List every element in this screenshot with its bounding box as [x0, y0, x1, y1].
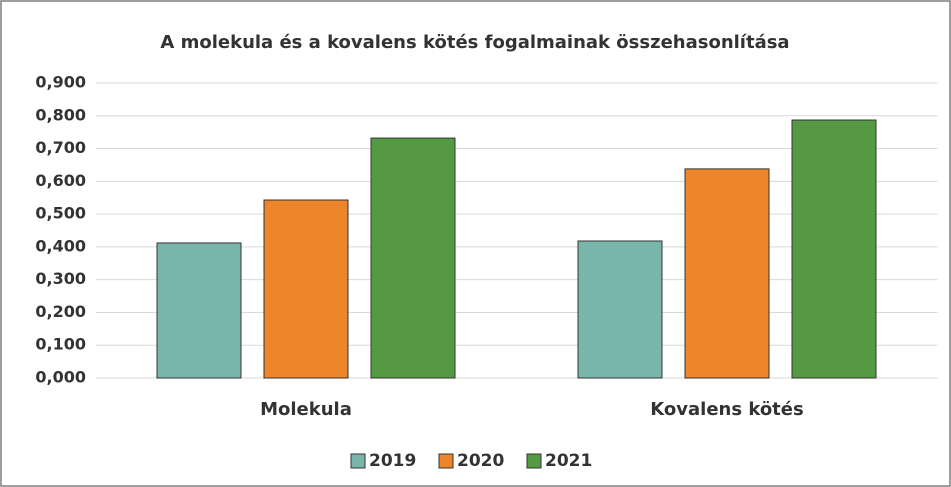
y-tick-label: 0,100 [35, 335, 86, 354]
legend-label: 2021 [545, 451, 592, 471]
y-tick-label: 0,500 [35, 204, 86, 223]
legend-swatch [350, 453, 366, 469]
y-tick-label: 0,800 [35, 105, 86, 124]
y-tick-label: 0,600 [35, 171, 86, 190]
y-tick-label: 0,700 [35, 138, 86, 157]
legend-swatch [526, 453, 542, 469]
legend-label: 2020 [457, 451, 504, 471]
x-tick-label: Molekula [260, 399, 352, 420]
y-tick-label: 0,000 [35, 368, 86, 387]
bar [156, 242, 242, 379]
bar [791, 119, 877, 379]
bar [263, 199, 349, 379]
legend-label: 2019 [369, 451, 416, 471]
chart-title: A molekula és a kovalens kötés fogalmain… [160, 32, 789, 53]
y-tick-label: 0,400 [35, 236, 86, 255]
y-tick-label: 0,200 [35, 302, 86, 321]
bar [370, 137, 456, 379]
x-tick-label: Kovalens kötés [650, 399, 803, 420]
legend-swatch [438, 453, 454, 469]
y-tick-label: 0,300 [35, 269, 86, 288]
y-tick-label: 0,900 [35, 73, 86, 92]
bar [684, 168, 770, 379]
bar [577, 240, 663, 379]
